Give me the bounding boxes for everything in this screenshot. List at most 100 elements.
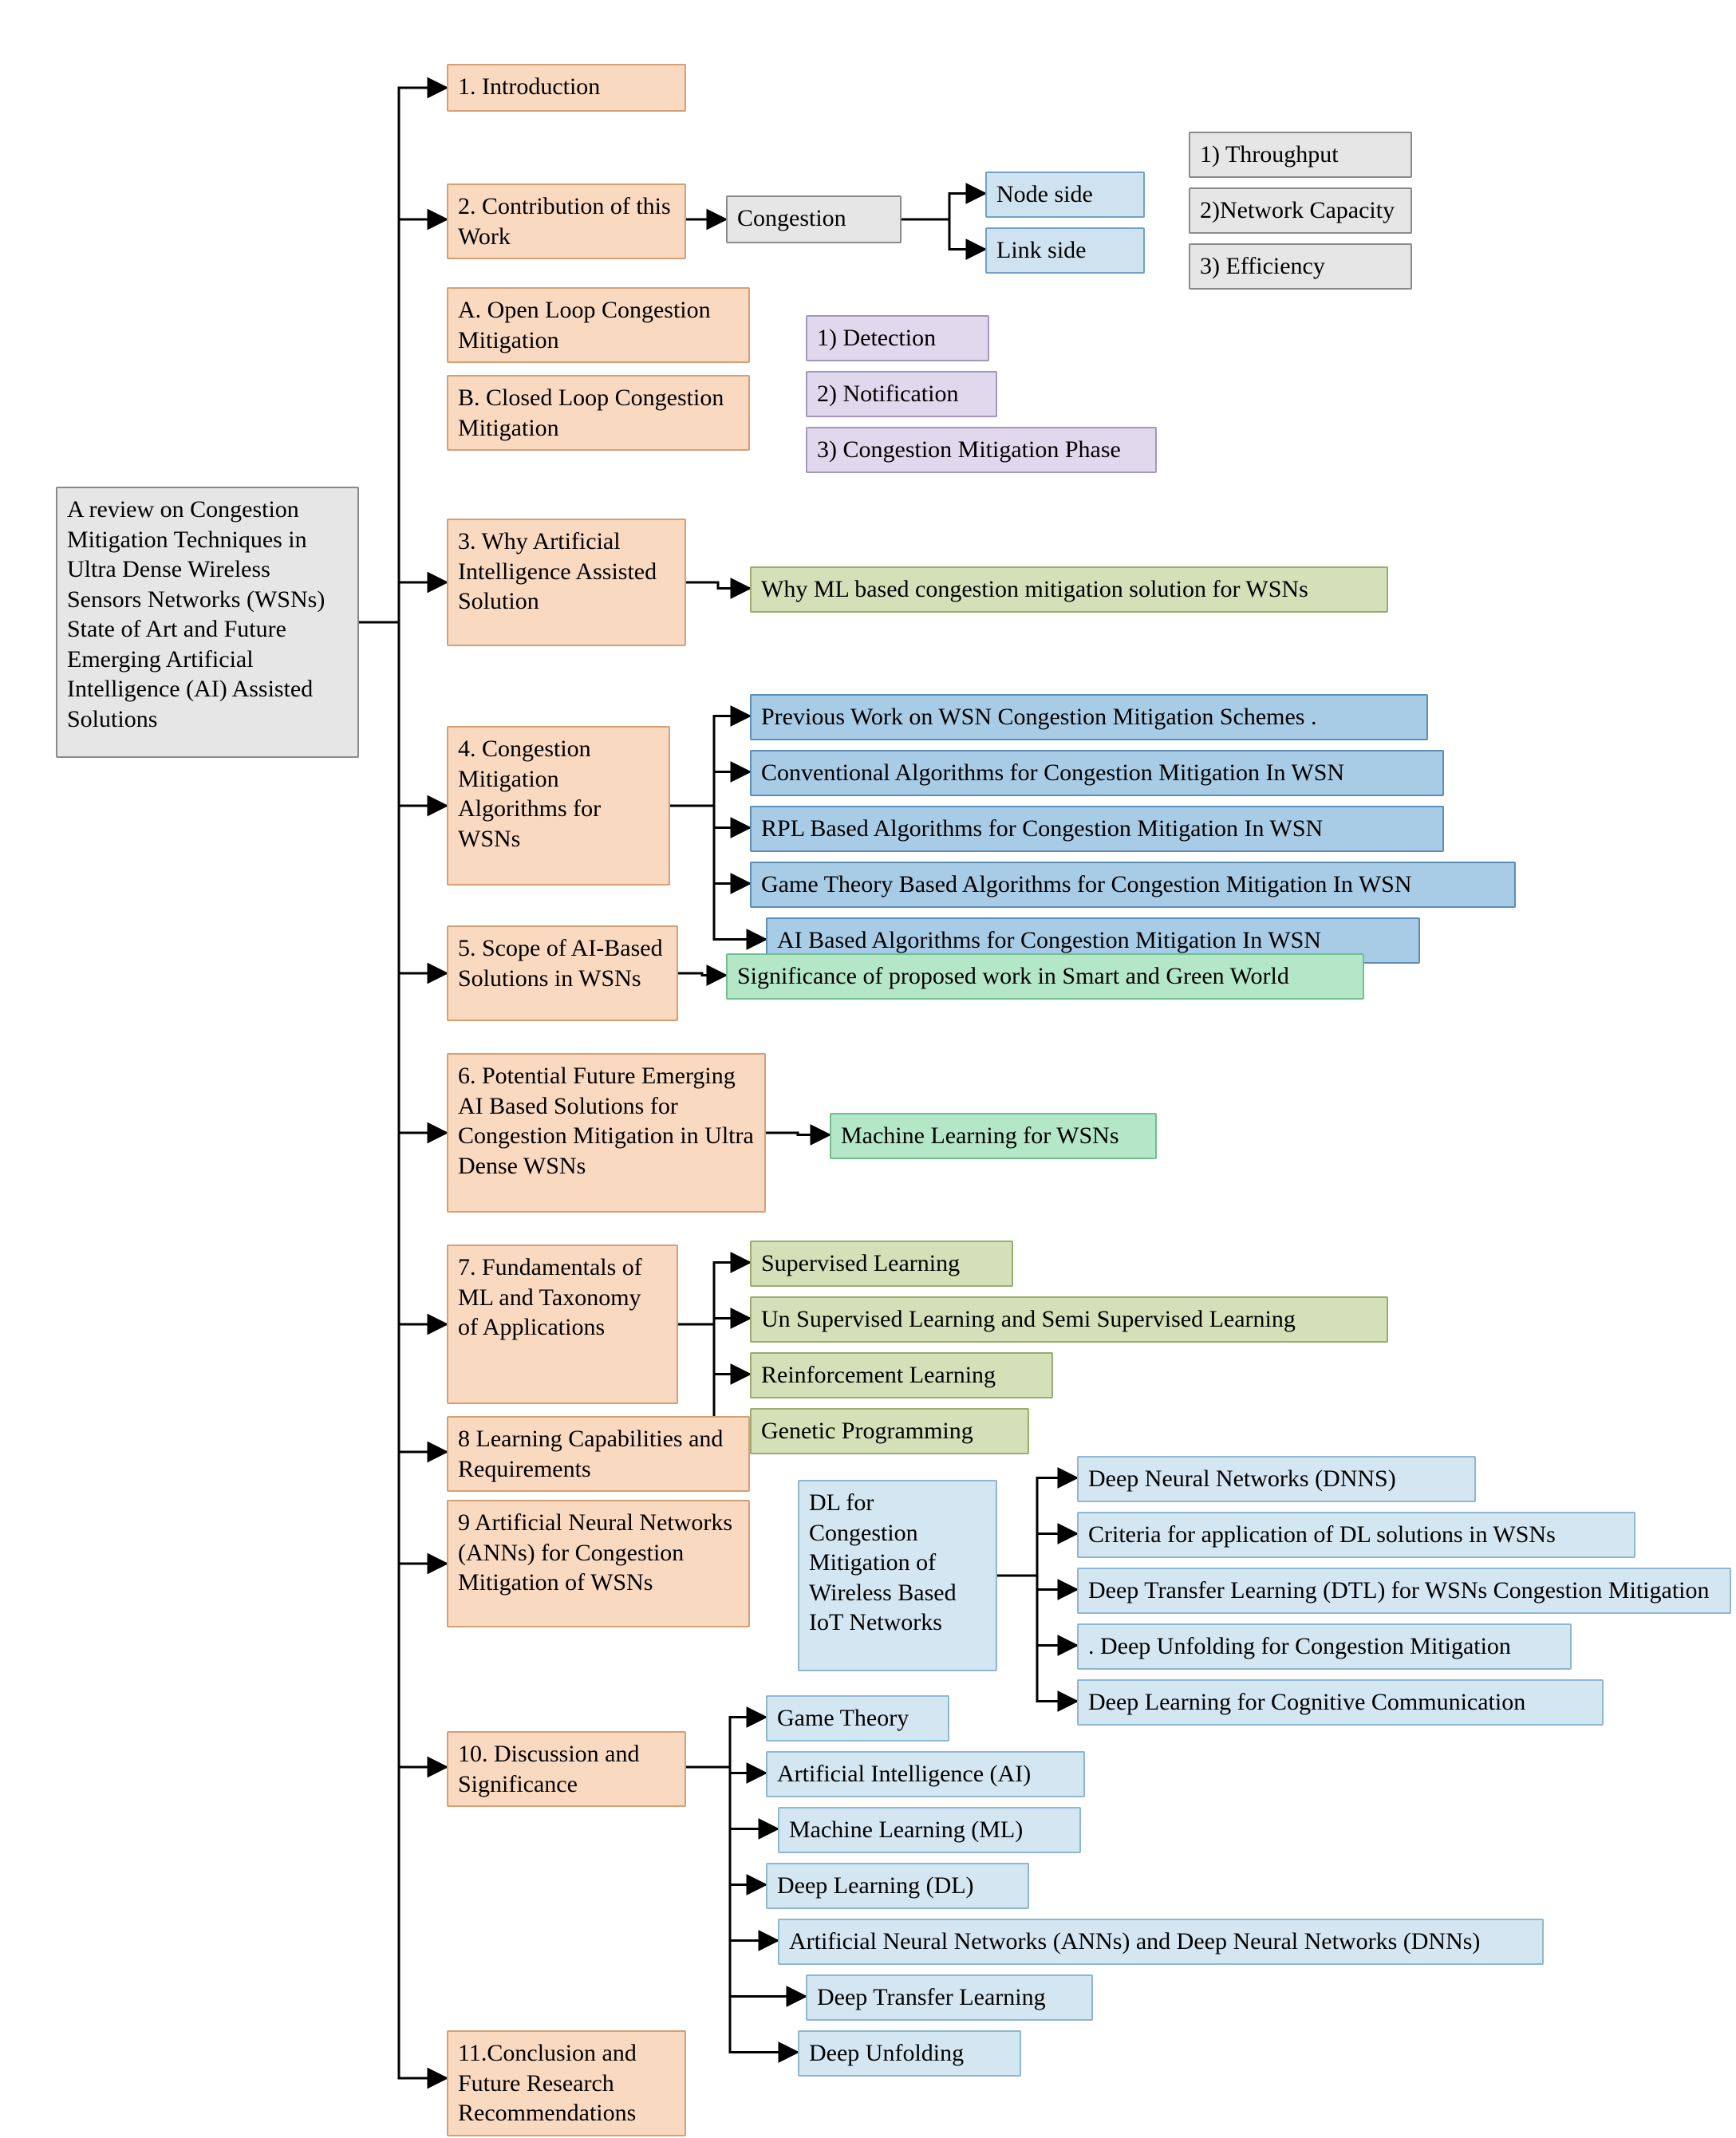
node-phase: 3) Congestion Mitigation Phase (806, 427, 1157, 473)
node-label: 3) Efficiency (1200, 253, 1325, 279)
edge-s7-sup (678, 1263, 750, 1325)
node-label: 2)Network Capacity (1200, 197, 1395, 223)
edge-root-s6 (359, 622, 447, 1133)
node-label: Why ML based congestion mitigation solut… (761, 576, 1308, 602)
node-d5: Artificial Neural Networks (ANNs) and De… (778, 1919, 1544, 1965)
edge-s5-sig (678, 973, 726, 976)
node-dnns: Deep Neural Networks (DNNS) (1077, 1456, 1476, 1502)
edge-cong-linkside (902, 219, 985, 250)
node-det: 1) Detection (806, 315, 989, 361)
node-whyml: Why ML based congestion mitigation solut… (750, 566, 1388, 613)
node-crit: Criteria for application of DL solutions… (1077, 1512, 1635, 1558)
node-label: 8 Learning Capabilities and Requirements (458, 1426, 723, 1482)
node-nodeside: Node side (985, 172, 1145, 218)
edge-root-s7 (359, 622, 447, 1324)
node-label: Link side (996, 237, 1087, 263)
node-label: AI Based Algorithms for Congestion Mitig… (777, 927, 1321, 953)
edge-s4-a43 (670, 806, 750, 828)
node-s11: 11.Conclusion and Future Research Recomm… (447, 2030, 686, 2136)
node-label: Significance of proposed work in Smart a… (737, 963, 1289, 989)
node-label: Un Supervised Learning and Semi Supervis… (761, 1306, 1296, 1332)
edge-s3-whyml (686, 582, 750, 589)
edge-s7-uns (678, 1319, 750, 1325)
node-s3: 3. Why Artificial Intelligence Assisted … (447, 519, 686, 646)
edge-cong-nodeside (902, 194, 985, 220)
node-d7: Deep Unfolding (798, 2030, 1021, 2077)
node-thr: 1) Throughput (1189, 132, 1412, 178)
node-d3: Machine Learning (ML) (778, 1807, 1081, 1853)
edge-root-s11 (359, 622, 447, 2078)
edge-root-s9 (359, 622, 447, 1564)
node-label: 3. Why Artificial Intelligence Assisted … (458, 528, 657, 614)
node-root: A review on Congestion Mitigation Techni… (56, 487, 359, 758)
node-label: Reinforcement Learning (761, 1362, 996, 1388)
node-uns: Un Supervised Learning and Semi Supervis… (750, 1296, 1388, 1343)
node-label: 3) Congestion Mitigation Phase (817, 436, 1121, 463)
edge-dl-dtl (997, 1576, 1077, 1590)
node-sig: Significance of proposed work in Smart a… (726, 953, 1364, 1000)
node-label: Artificial Intelligence (AI) (777, 1761, 1031, 1787)
node-cong: Congestion (726, 195, 902, 243)
node-label: 9 Artificial Neural Networks (ANNs) for … (458, 1509, 732, 1596)
node-s8: 8 Learning Capabilities and Requirements (447, 1416, 750, 1492)
node-d1: Game Theory (766, 1695, 949, 1742)
node-label: Artificial Neural Networks (ANNs) and De… (789, 1928, 1480, 1955)
node-d4: Deep Learning (DL) (766, 1863, 1029, 1909)
node-label: Deep Neural Networks (DNNS) (1088, 1465, 1396, 1492)
node-label: . Deep Unfolding for Congestion Mitigati… (1088, 1633, 1511, 1659)
node-s9: 9 Artificial Neural Networks (ANNs) for … (447, 1500, 750, 1627)
edge-s7-rl (678, 1324, 750, 1375)
node-label: RPL Based Algorithms for Congestion Miti… (761, 815, 1323, 842)
node-label: 2) Notification (817, 381, 958, 407)
edge-root-s10 (359, 622, 447, 1767)
edge-root-s4 (359, 622, 447, 806)
node-s7: 7. Fundamentals of ML and Taxonomy of Ap… (447, 1245, 678, 1404)
edge-dl-cog (997, 1576, 1077, 1702)
edge-s10-d3 (686, 1767, 778, 1829)
edge-s10-d2 (686, 1767, 766, 1773)
edge-s7-gp (678, 1324, 750, 1430)
node-s4: 4. Congestion Mitigation Algorithms for … (447, 726, 670, 886)
node-label: 2. Contribution of this Work (458, 193, 671, 250)
node-label: Machine Learning for WSNs (841, 1122, 1119, 1149)
node-label: Deep Transfer Learning (DTL) for WSNs Co… (1088, 1577, 1710, 1604)
node-s10: 10. Discussion and Significance (447, 1731, 686, 1807)
node-s2: 2. Contribution of this Work (447, 183, 686, 259)
node-label: 4. Congestion Mitigation Algorithms for … (458, 736, 601, 852)
node-s6: 6. Potential Future Emerging AI Based So… (447, 1053, 766, 1213)
node-a43: RPL Based Algorithms for Congestion Miti… (750, 806, 1444, 852)
node-d6: Deep Transfer Learning (806, 1974, 1093, 2021)
node-label: Congestion (737, 205, 846, 231)
edge-dl-unf (997, 1576, 1077, 1646)
node-s5: 5. Scope of AI-Based Solutions in WSNs (447, 925, 678, 1021)
node-rl: Reinforcement Learning (750, 1352, 1053, 1398)
node-label: Supervised Learning (761, 1250, 960, 1276)
node-label: Machine Learning (ML) (789, 1817, 1023, 1843)
node-label: Deep Transfer Learning (817, 1984, 1046, 2010)
node-label: Genetic Programming (761, 1418, 973, 1444)
edge-s10-d4 (686, 1767, 766, 1885)
node-a42: Conventional Algorithms for Congestion M… (750, 750, 1444, 796)
node-label: A review on Congestion Mitigation Techni… (67, 496, 325, 732)
node-notif: 2) Notification (806, 371, 997, 417)
edge-s4-a41 (670, 716, 750, 807)
edge-s10-d5 (686, 1767, 778, 1941)
node-sA: A. Open Loop Congestion Mitigation (447, 287, 750, 363)
node-label: 6. Potential Future Emerging AI Based So… (458, 1063, 754, 1179)
node-label: Previous Work on WSN Congestion Mitigati… (761, 704, 1316, 730)
node-label: Deep Learning (DL) (777, 1872, 974, 1899)
node-linkside: Link side (985, 227, 1145, 274)
node-net: 2)Network Capacity (1189, 187, 1412, 234)
edge-root-s2 (359, 219, 447, 622)
node-label: Node side (996, 181, 1093, 207)
node-a44: Game Theory Based Algorithms for Congest… (750, 862, 1516, 908)
node-eff: 3) Efficiency (1189, 243, 1412, 290)
node-s1: 1. Introduction (447, 64, 686, 112)
edge-dl-crit (997, 1534, 1077, 1576)
edge-root-s5 (359, 622, 447, 973)
edge-root-s3 (359, 582, 447, 622)
node-mlw: Machine Learning for WSNs (830, 1113, 1157, 1159)
node-dl: DL for Congestion Mitigation of Wireless… (798, 1480, 997, 1671)
node-label: Criteria for application of DL solutions… (1088, 1521, 1556, 1548)
node-label: A. Open Loop Congestion Mitigation (458, 297, 711, 353)
